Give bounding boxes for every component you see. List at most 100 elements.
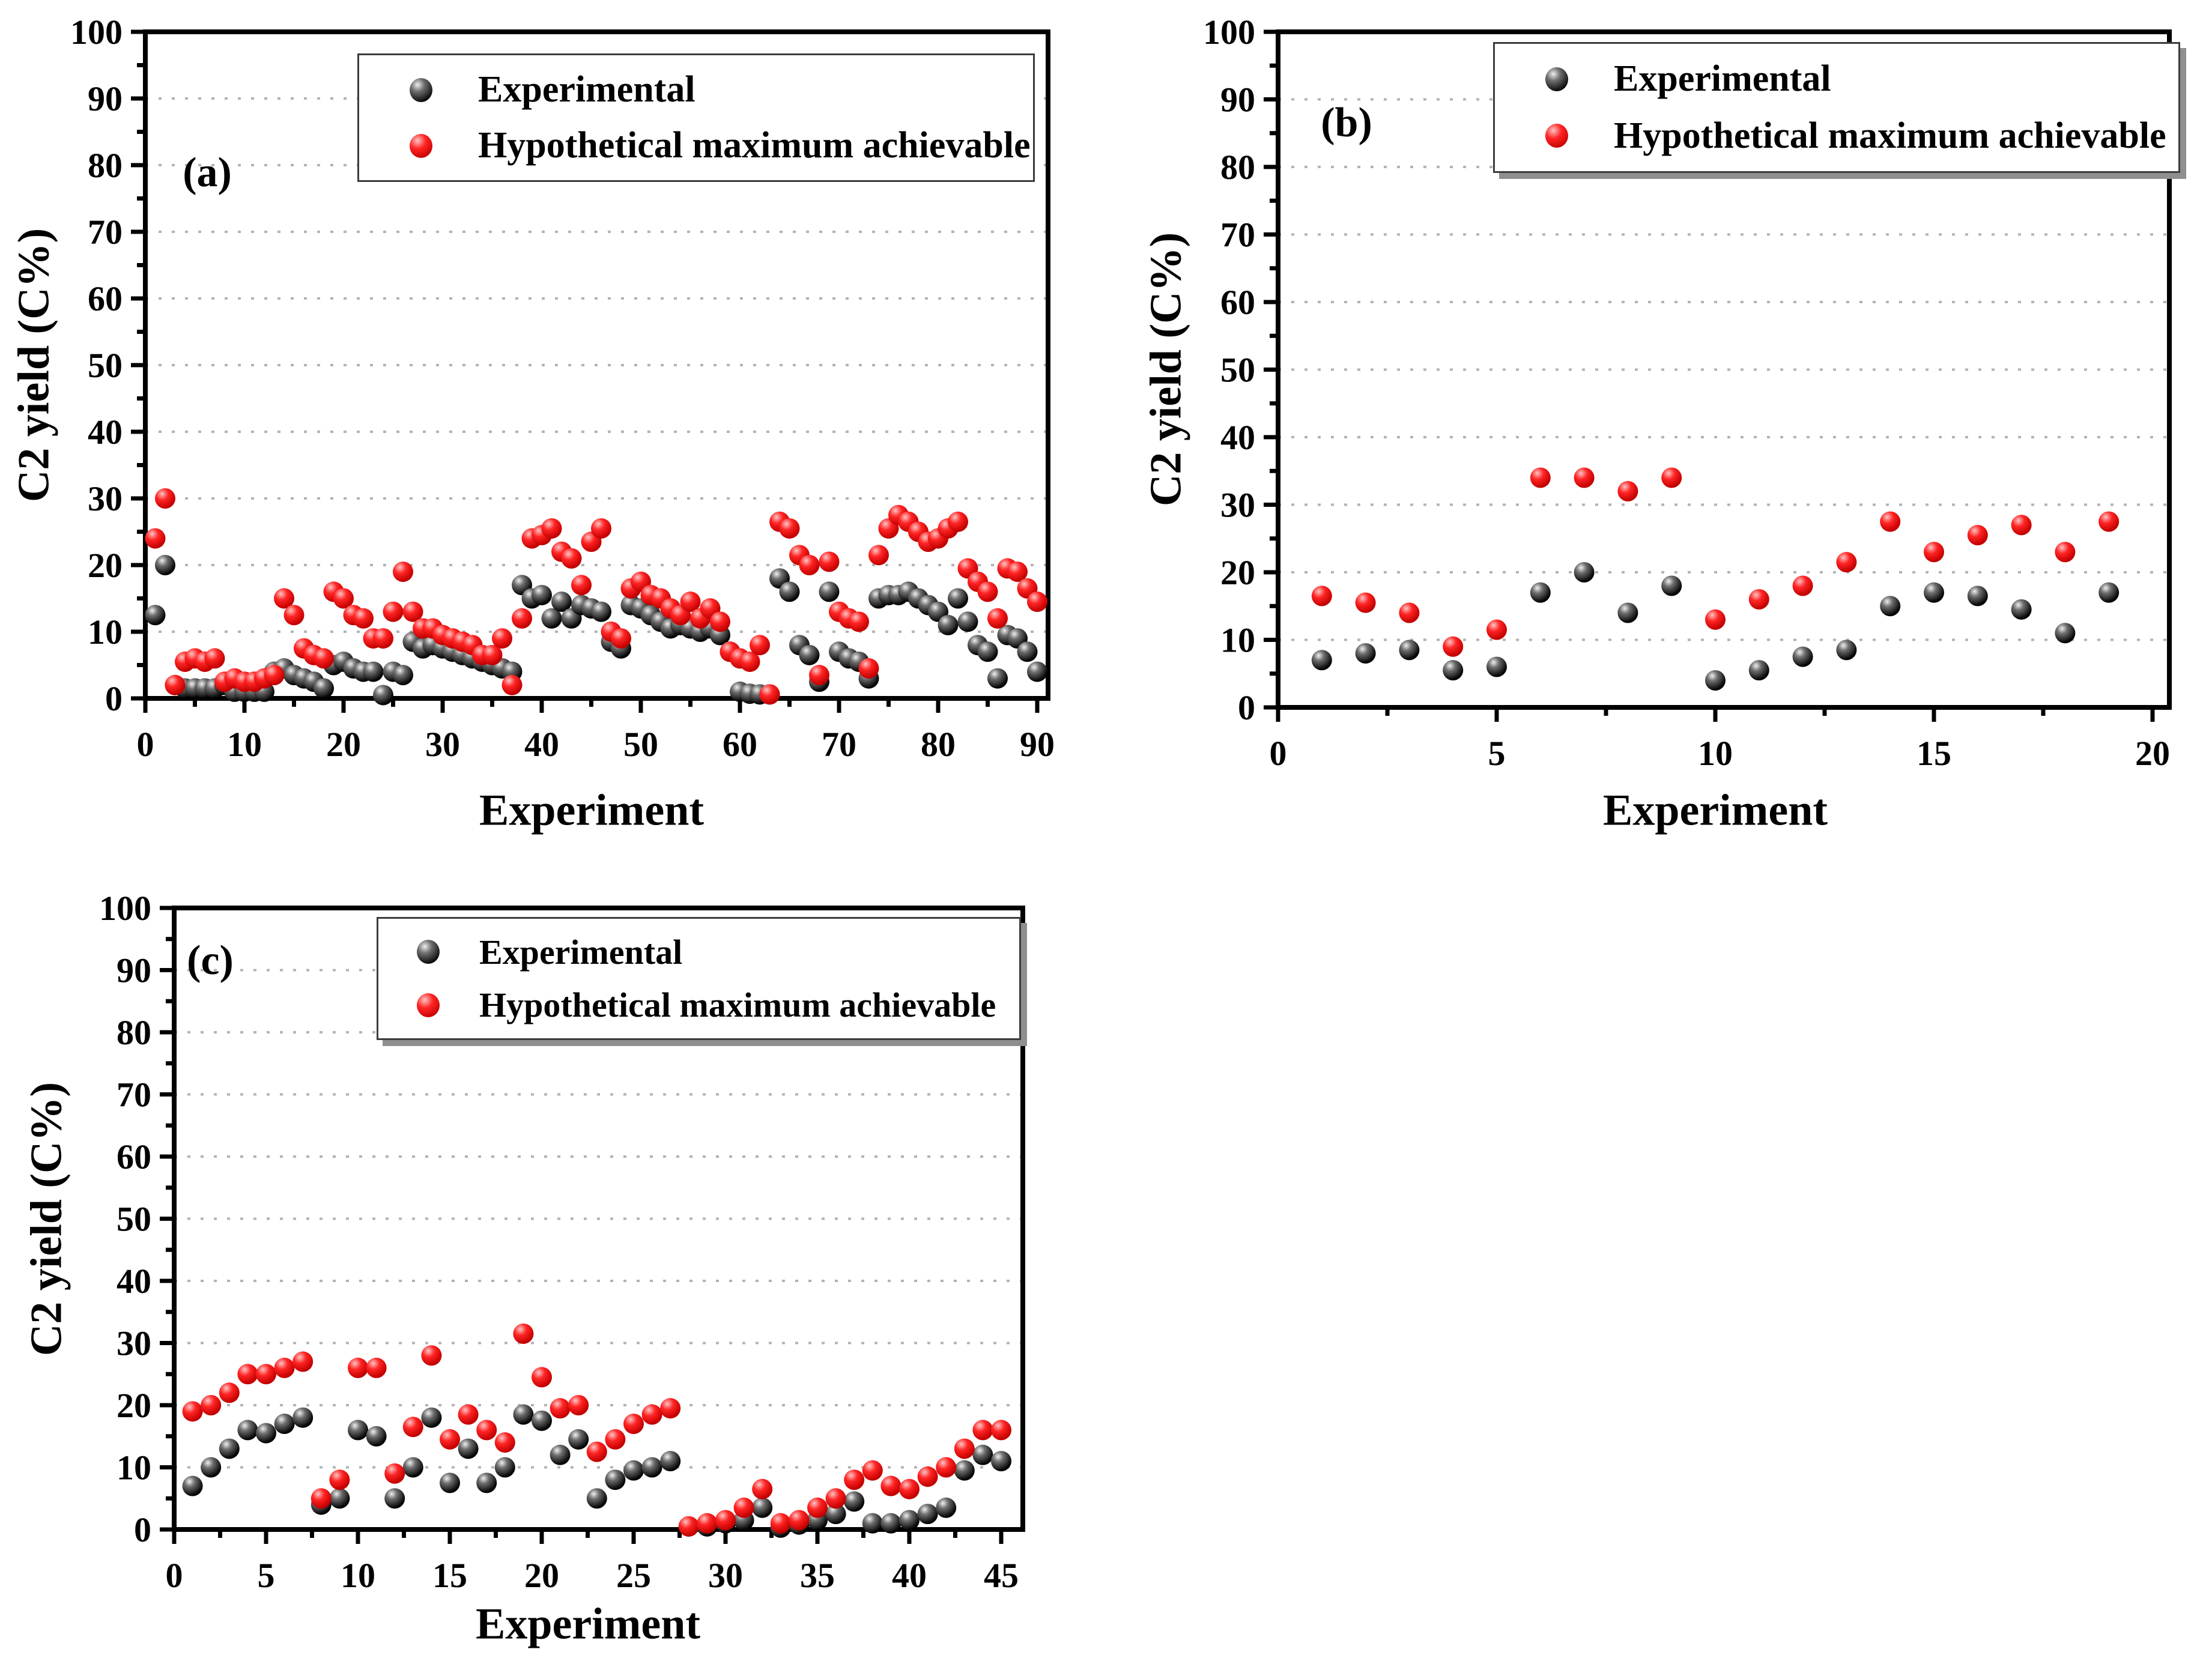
data-point: [219, 1382, 240, 1403]
y-tick-label: 70: [117, 1076, 151, 1115]
data-point: [402, 1457, 423, 1478]
data-point: [972, 1420, 993, 1441]
data-point: [936, 1497, 957, 1518]
data-point: [182, 1475, 203, 1496]
data-point: [513, 1323, 534, 1344]
legend-item-experimental: Experimental: [359, 68, 1033, 111]
data-point: [862, 1460, 883, 1481]
data-point: [393, 561, 413, 582]
data-point: [1486, 656, 1507, 677]
y-tick-label: 50: [1220, 351, 1255, 390]
data-point: [1311, 585, 1332, 607]
data-point: [551, 591, 572, 613]
experimental-marker-icon: [417, 940, 440, 964]
data-point: [561, 548, 582, 569]
data-point: [819, 581, 840, 602]
data-point: [825, 1504, 846, 1525]
data-point: [256, 1423, 276, 1444]
data-point: [2098, 511, 2120, 532]
data-point: [292, 1407, 314, 1428]
data-point: [1311, 650, 1332, 671]
data-point: [402, 1417, 423, 1438]
y-tick-label: 10: [117, 1448, 151, 1487]
data-point: [384, 1488, 405, 1509]
x-tick-label: 10: [1698, 734, 1733, 773]
data-point: [476, 1420, 497, 1441]
y-tick-label: 60: [117, 1137, 151, 1176]
x-tick-label: 20: [2135, 734, 2170, 773]
y-tick-label: 50: [88, 346, 123, 385]
data-point: [1007, 561, 1028, 582]
data-point: [1705, 670, 1726, 691]
data-point: [799, 555, 820, 575]
x-tick-label: 60: [723, 725, 757, 764]
y-tick-label: 90: [1220, 80, 1255, 120]
data-point: [237, 1420, 258, 1441]
legend-label-hypothetical: Hypothetical maximum achievable: [1614, 115, 2166, 156]
data-point: [899, 1478, 920, 1499]
data-point: [917, 1466, 938, 1487]
x-tick-label: 30: [425, 725, 460, 764]
hypothetical-marker-icon: [410, 133, 432, 158]
data-point: [605, 1429, 626, 1450]
data-point: [541, 608, 562, 629]
data-point: [1355, 592, 1376, 613]
data-point: [1443, 660, 1464, 681]
data-point: [201, 1395, 222, 1415]
data-point: [862, 1513, 883, 1534]
y-tick-label: 90: [117, 951, 151, 990]
legend-label-experimental: Experimental: [478, 69, 695, 110]
y-tick-label: 0: [105, 679, 123, 718]
x-tick-label: 10: [227, 725, 262, 764]
data-point: [779, 581, 800, 602]
data-point: [512, 608, 532, 629]
data-point: [987, 668, 1008, 689]
y-tick-label: 100: [1203, 13, 1255, 52]
data-point: [314, 678, 334, 699]
experimental-marker-icon: [1545, 67, 1568, 91]
data-point: [641, 1404, 662, 1425]
y-axis-title-b: C2 yield (C%): [1141, 232, 1191, 507]
data-point: [373, 685, 393, 706]
data-point: [1574, 467, 1595, 488]
data-point: [568, 1395, 589, 1415]
data-point: [182, 1401, 203, 1422]
data-point: [458, 1404, 479, 1425]
y-tick-label: 10: [1220, 621, 1255, 660]
x-tick-label: 25: [616, 1556, 651, 1595]
data-point: [363, 661, 384, 682]
x-tick-label: 5: [1488, 734, 1506, 773]
data-point: [948, 511, 968, 532]
data-point: [1792, 646, 1813, 667]
x-tick-label: 0: [1270, 734, 1287, 773]
data-point: [849, 611, 869, 632]
y-tick-label: 90: [88, 79, 123, 118]
data-point: [752, 1497, 773, 1518]
x-tick-label: 5: [258, 1556, 275, 1595]
data-point: [458, 1438, 479, 1459]
data-point: [868, 545, 889, 566]
data-point: [1017, 641, 1038, 662]
data-point: [1967, 525, 1988, 546]
x-tick-label: 10: [341, 1556, 375, 1595]
y-tick-label: 20: [117, 1386, 151, 1425]
legend-panel-a: Experimental Hypothetical maximum achiev…: [357, 53, 1035, 182]
data-point: [264, 665, 285, 686]
y-tick-label: 60: [88, 279, 123, 318]
x-tick-label: 90: [1020, 725, 1055, 764]
hypothetical-marker-icon: [417, 993, 440, 1017]
data-point: [532, 1367, 552, 1388]
data-point: [348, 1420, 368, 1441]
x-tick-label: 40: [892, 1556, 927, 1595]
data-point: [809, 665, 829, 686]
x-axis-title-c: Experiment: [475, 1599, 701, 1649]
y-tick-label: 40: [1220, 418, 1255, 457]
data-point: [204, 648, 225, 669]
data-point: [1880, 596, 1901, 617]
data-point: [739, 651, 760, 672]
data-point: [155, 555, 175, 575]
series-hypothetical-max-points: [1311, 467, 2120, 657]
data-point: [219, 1438, 240, 1459]
x-tick-label: 15: [432, 1556, 467, 1595]
